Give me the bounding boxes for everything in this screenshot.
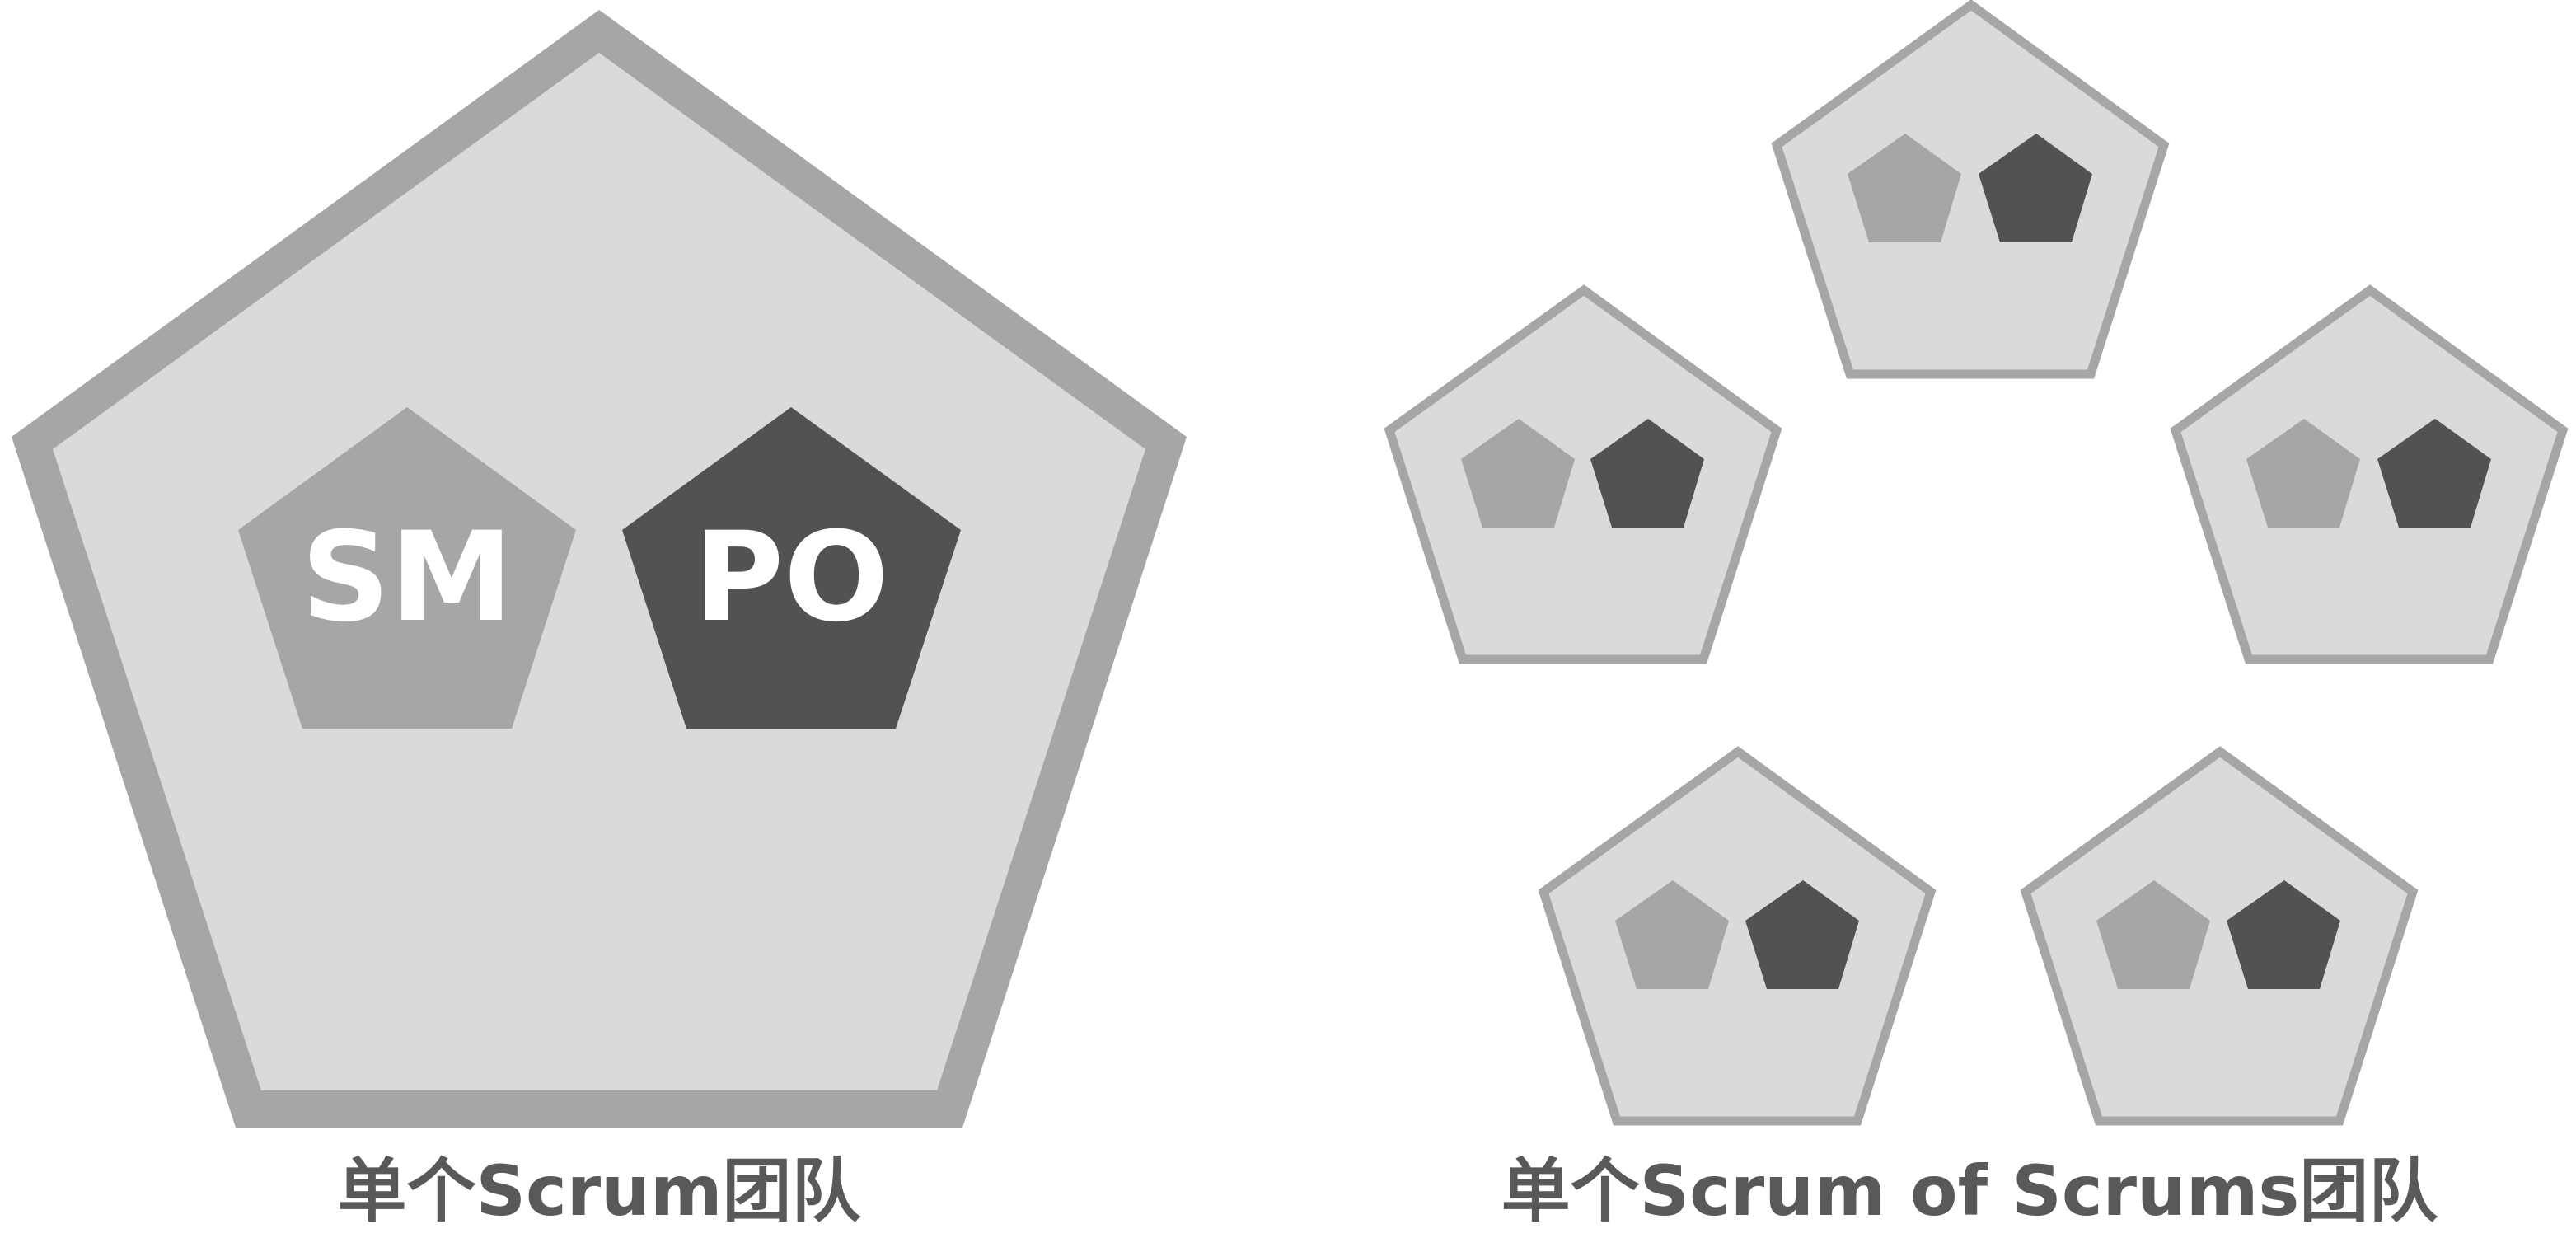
team-pentagon-shape [1538, 746, 1937, 1126]
single-team-pentagon-inner [53, 53, 1145, 1090]
product-owner-pentagon [622, 407, 961, 729]
scrum-of-scrums: 单个Scrum of Scrums团队 [1384, 0, 2569, 1231]
single-team-caption: 单个Scrum团队 [337, 1151, 861, 1231]
product-owner-mini-pentagon [1590, 419, 1704, 528]
product-owner-mini-pentagon [1745, 880, 1859, 989]
product-owner-mini-pentagon [2227, 880, 2340, 989]
team-pentagon-shape [2170, 284, 2569, 664]
scrum-master-mini-pentagon [1461, 419, 1575, 528]
scrum-master-pentagon [238, 407, 576, 729]
product-owner-mini-pentagon [1979, 134, 2092, 242]
team-pentagon-shape [2020, 746, 2419, 1126]
scrum-master-mini-pentagon [2096, 880, 2210, 989]
team-pentagon [2020, 746, 2419, 1126]
team-pentagon-shape [1771, 0, 2170, 379]
team-pentagon [1771, 0, 2170, 379]
team-pentagon [2170, 284, 2569, 664]
single-scrum-team: SM PO 单个Scrum团队 [12, 10, 1187, 1231]
scrum-master-mini-pentagon [1615, 880, 1729, 989]
product-owner-label: PO [693, 506, 888, 649]
scrum-master-label: SM [301, 506, 513, 649]
scrum-master-mini-pentagon [2246, 419, 2360, 528]
scrum-of-scrums-caption: 单个Scrum of Scrums团队 [1501, 1151, 2439, 1231]
scrum-master-mini-pentagon [1848, 134, 1961, 242]
team-pentagon [1384, 284, 1782, 664]
team-pentagon [1538, 746, 1937, 1126]
team-pentagon-shape [1384, 284, 1782, 664]
product-owner-mini-pentagon [2377, 419, 2491, 528]
